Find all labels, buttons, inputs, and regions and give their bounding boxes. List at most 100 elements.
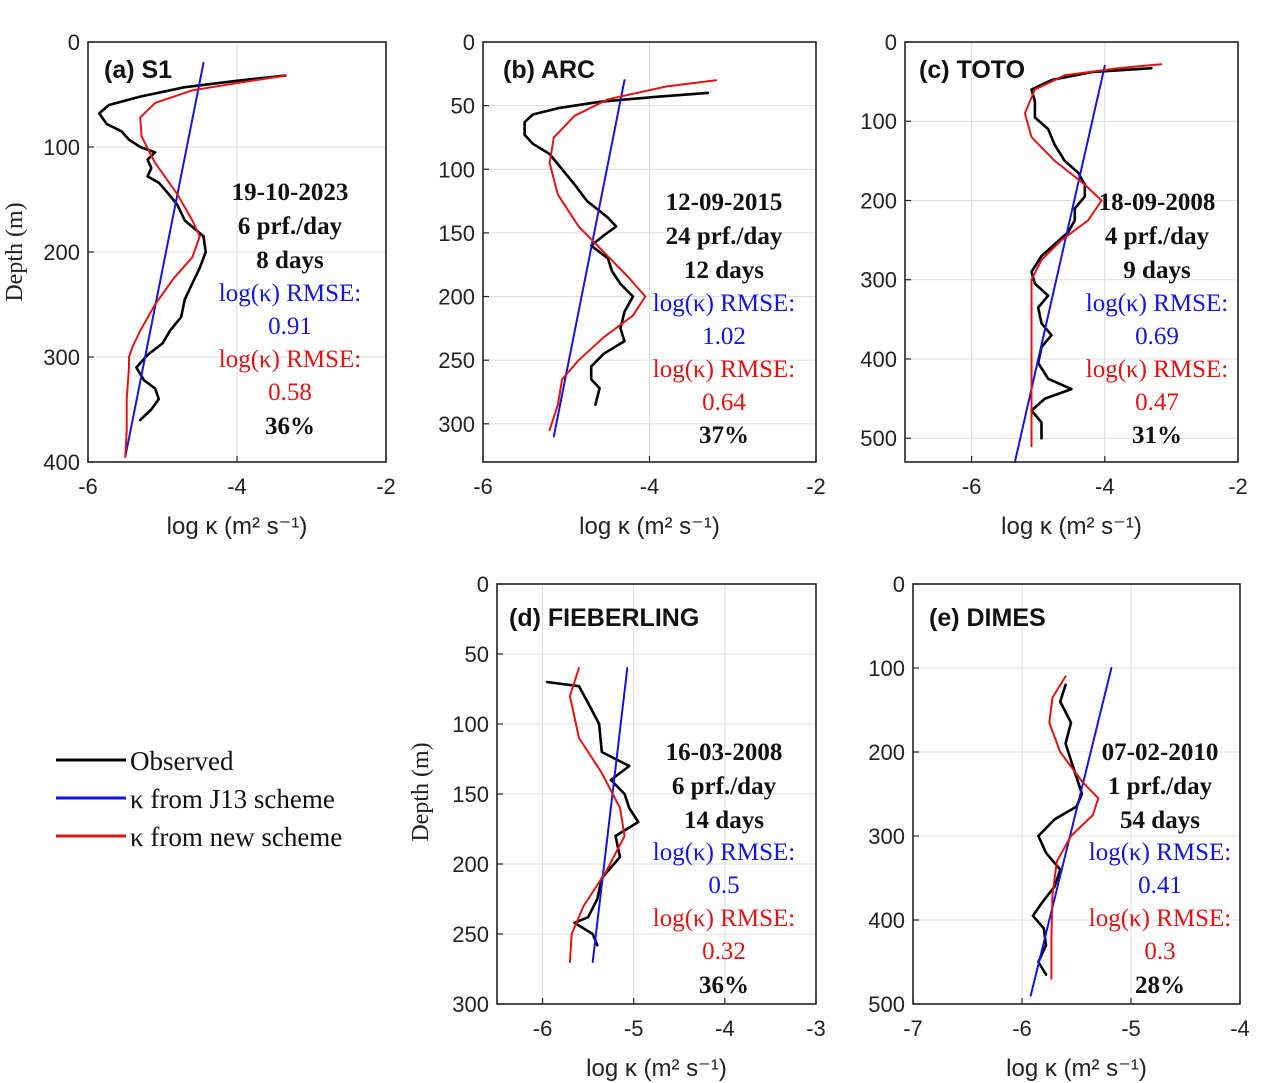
annotation-rate: 6 prf./day bbox=[672, 773, 777, 800]
y-tick-label: 500 bbox=[868, 992, 905, 1017]
legend-label-observed: Observed bbox=[130, 746, 234, 776]
x-axis-label: log κ (m² s⁻¹) bbox=[1001, 513, 1142, 540]
series-line-observed bbox=[1030, 66, 1153, 440]
y-tick-label: 400 bbox=[43, 450, 80, 475]
new-rmse-value: 0.64 bbox=[702, 389, 746, 416]
annotation-rate: 24 prf./day bbox=[666, 223, 783, 250]
y-tick-label: 0 bbox=[477, 572, 489, 597]
j13-rmse-value: 0.5 bbox=[708, 872, 739, 899]
annotation-date: 19-10-2023 bbox=[232, 179, 349, 206]
series-line-new bbox=[568, 667, 626, 963]
y-tick-label: 250 bbox=[438, 348, 475, 373]
series-line-j13 bbox=[591, 667, 629, 963]
y-tick-label: 100 bbox=[43, 135, 80, 160]
plot-background bbox=[913, 584, 1240, 1004]
x-tick-label: -5 bbox=[624, 1016, 644, 1041]
y-tick-label: 200 bbox=[860, 188, 897, 213]
x-tick-label: -4 bbox=[1095, 474, 1115, 499]
x-tick-label: -2 bbox=[806, 474, 826, 499]
new-rmse-value: 0.47 bbox=[1135, 389, 1179, 416]
y-tick-label: 0 bbox=[463, 30, 475, 55]
series-line-j13 bbox=[552, 79, 626, 438]
plot-area-frame bbox=[912, 583, 1241, 1005]
y-tick-label: 0 bbox=[885, 30, 897, 55]
annotation-days: 8 days bbox=[256, 247, 324, 274]
y-tick-label: 300 bbox=[860, 268, 897, 293]
new-rmse-label: log(κ) RMSE: bbox=[653, 905, 795, 932]
annotation-rate: 4 prf./day bbox=[1105, 223, 1210, 250]
series-line-new bbox=[124, 74, 287, 458]
y-tick-label: 150 bbox=[452, 782, 489, 807]
x-axis-label: log κ (m² s⁻¹) bbox=[586, 1055, 727, 1082]
x-tick-label: -4 bbox=[640, 474, 660, 499]
panel-title: (a) S1 bbox=[104, 56, 172, 84]
new-rmse-label: log(κ) RMSE: bbox=[653, 356, 795, 383]
panel-title: (b) ARC bbox=[503, 56, 595, 84]
y-tick-label: 300 bbox=[438, 412, 475, 437]
j13-rmse-label: log(κ) RMSE: bbox=[653, 839, 795, 866]
j13-rmse-value: 0.69 bbox=[1135, 323, 1179, 350]
y-axis-label: Depth (m) bbox=[2, 202, 28, 301]
x-axis-label: log κ (m² s⁻¹) bbox=[579, 513, 720, 540]
y-tick-label: 250 bbox=[452, 922, 489, 947]
x-tick-label: -6 bbox=[473, 474, 493, 499]
improvement-percent: 36% bbox=[265, 413, 315, 440]
y-tick-label: 200 bbox=[868, 740, 905, 765]
legend-label-j13: κ from J13 scheme bbox=[130, 784, 335, 814]
y-tick-label: 100 bbox=[452, 712, 489, 737]
plot-background bbox=[905, 42, 1238, 462]
x-tick-label: -2 bbox=[1228, 474, 1248, 499]
x-tick-label: -6 bbox=[533, 1016, 553, 1041]
panel-d: -6 -5 -4 -3 0 50 100 150 200 250 300 log κ (m² s⁻¹)… bbox=[408, 572, 826, 1082]
annotation-rate: 6 prf./day bbox=[238, 213, 343, 240]
annotation-days: 14 days bbox=[684, 807, 764, 834]
x-tick-label: -4 bbox=[1230, 1016, 1250, 1041]
series-line-observed bbox=[523, 91, 710, 407]
y-tick-label: 200 bbox=[438, 285, 475, 310]
y-tick-label: 50 bbox=[451, 94, 475, 119]
annotation-date: 16-03-2008 bbox=[666, 739, 783, 766]
y-tick-label: 200 bbox=[452, 852, 489, 877]
x-tick-label: -6 bbox=[78, 474, 98, 499]
panel-c: -6 -4 -2 0 100 200 300 400 500 log κ (m² s⁻¹) (c)… bbox=[860, 30, 1248, 540]
y-tick-label: 100 bbox=[868, 656, 905, 681]
x-tick-label: -6 bbox=[1012, 1016, 1032, 1041]
x-tick-label: -5 bbox=[1121, 1016, 1141, 1041]
series-line-j13 bbox=[1029, 667, 1113, 997]
new-rmse-label: log(κ) RMSE: bbox=[1089, 905, 1231, 932]
annotation-date: 07-02-2010 bbox=[1102, 739, 1219, 766]
series-line-new bbox=[1048, 675, 1100, 980]
new-rmse-label: log(κ) RMSE: bbox=[1086, 356, 1228, 383]
y-tick-label: 100 bbox=[438, 157, 475, 182]
y-tick-label: 500 bbox=[860, 426, 897, 451]
new-rmse-value: 0.32 bbox=[702, 938, 746, 965]
x-axis-label: log κ (m² s⁻¹) bbox=[167, 513, 308, 540]
x-tick-label: -3 bbox=[806, 1016, 826, 1041]
y-tick-label: 0 bbox=[893, 572, 905, 597]
improvement-percent: 37% bbox=[699, 422, 749, 449]
j13-rmse-value: 0.91 bbox=[268, 313, 312, 340]
series-line-j13 bbox=[124, 62, 205, 458]
improvement-percent: 31% bbox=[1132, 422, 1182, 449]
j13-rmse-label: log(κ) RMSE: bbox=[1086, 290, 1228, 317]
j13-rmse-value: 1.02 bbox=[702, 323, 746, 350]
y-tick-label: 0 bbox=[68, 30, 80, 55]
x-tick-label: -7 bbox=[903, 1016, 923, 1041]
j13-rmse-label: log(κ) RMSE: bbox=[219, 280, 361, 307]
y-tick-label: 400 bbox=[868, 908, 905, 933]
new-rmse-label: log(κ) RMSE: bbox=[219, 346, 361, 373]
series-line-observed bbox=[545, 680, 640, 947]
plot-area-frame bbox=[904, 41, 1239, 463]
y-tick-label: 400 bbox=[860, 347, 897, 372]
y-tick-label: 50 bbox=[465, 642, 489, 667]
series-line-observed bbox=[97, 74, 287, 422]
y-axis-label: Depth (m) bbox=[408, 742, 434, 841]
y-tick-label: 150 bbox=[438, 221, 475, 246]
improvement-percent: 36% bbox=[699, 972, 749, 999]
panel-b: -6 -4 -2 0 50 100 150 200 250 300 log κ (m² s⁻¹) (… bbox=[438, 30, 826, 540]
y-tick-label: 100 bbox=[860, 109, 897, 134]
series-line-j13 bbox=[1013, 64, 1106, 463]
series-line-new bbox=[1023, 63, 1163, 448]
series-line-new bbox=[548, 79, 718, 432]
y-tick-label: 300 bbox=[868, 824, 905, 849]
